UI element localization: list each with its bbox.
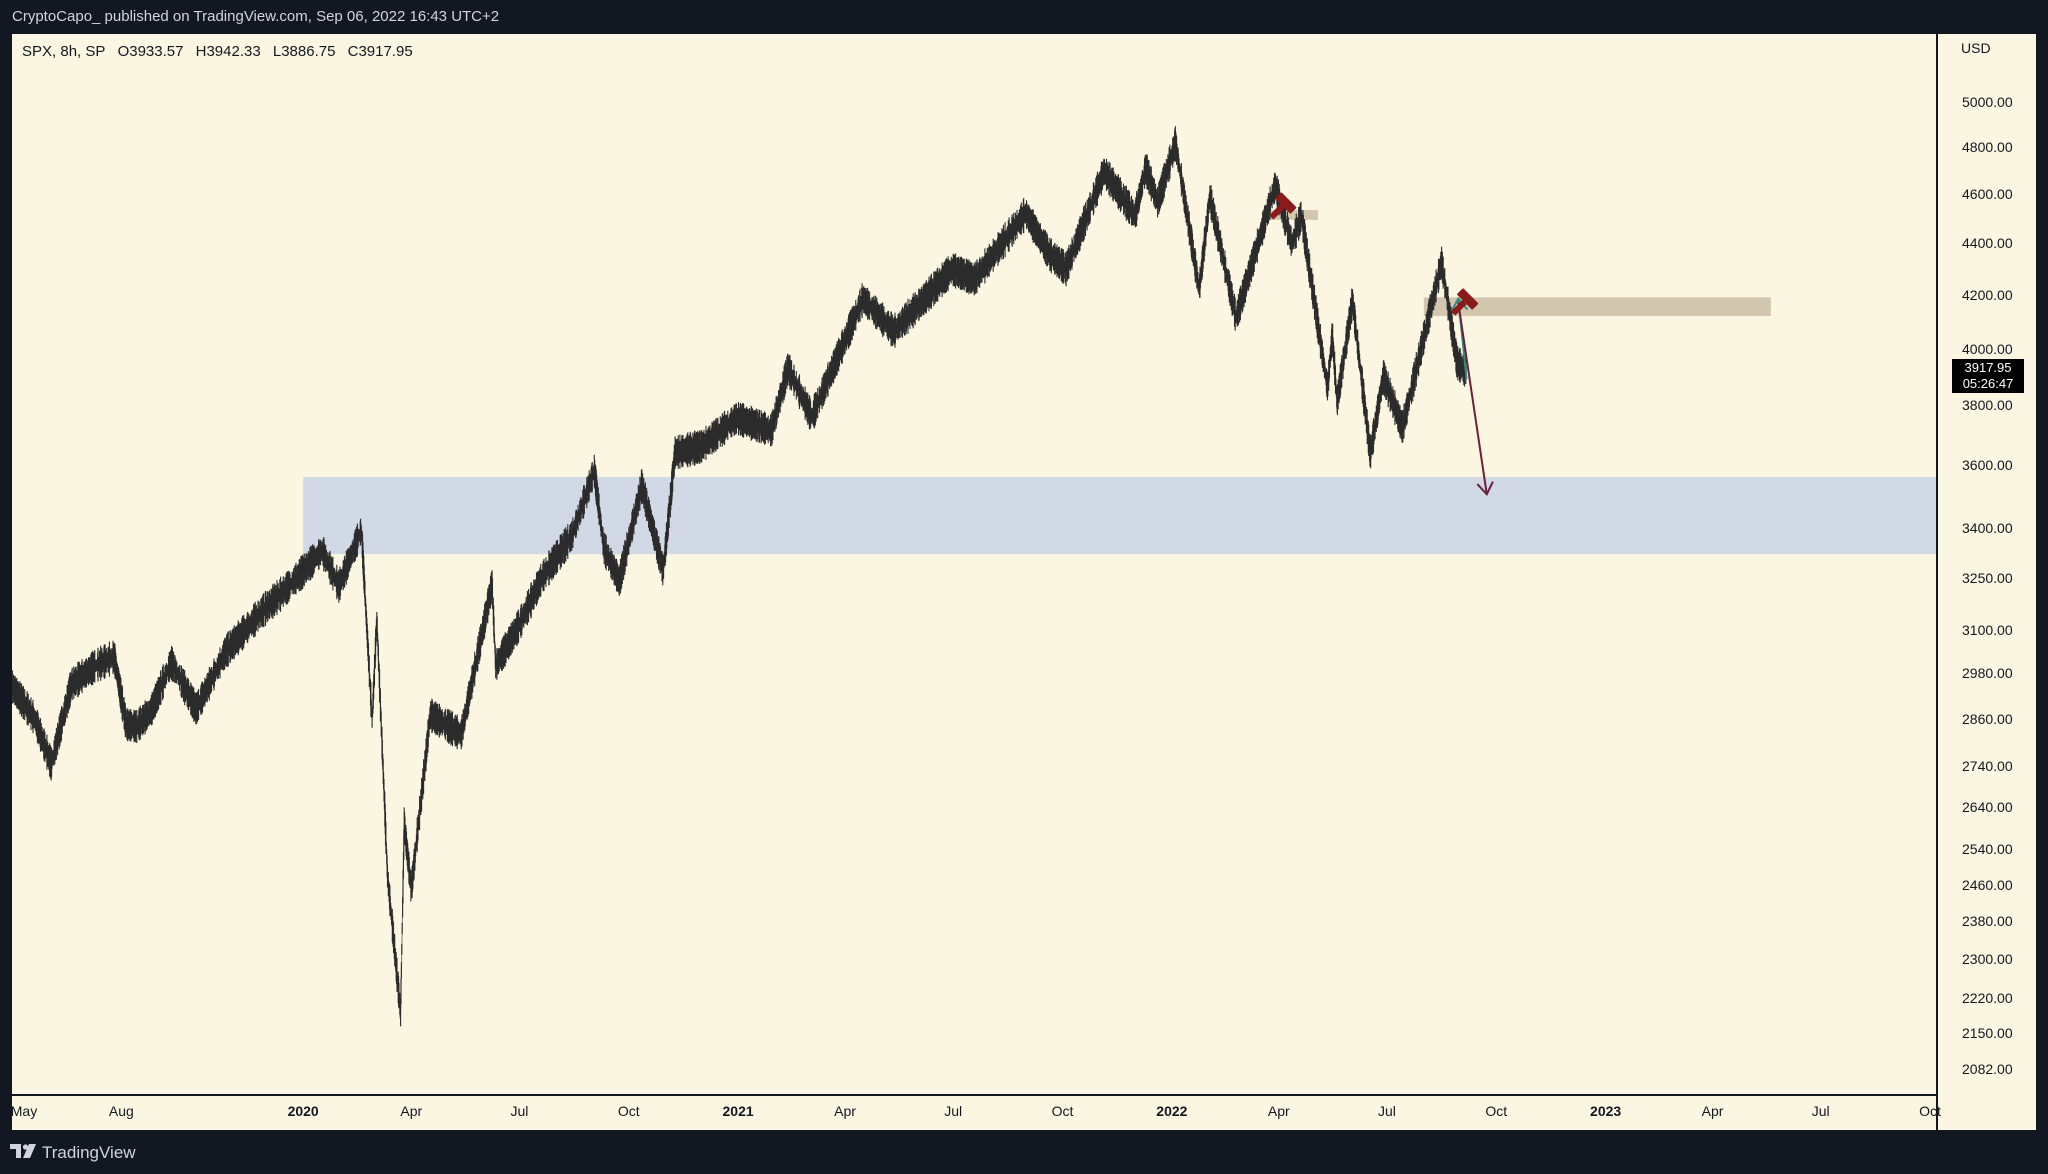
last-price-badge: 3917.95 05:26:47 — [1952, 359, 2024, 393]
price-chart[interactable] — [12, 34, 1936, 1094]
low-value: L3886.75 — [272, 43, 336, 60]
price-tick-label: 3800.00 — [1962, 397, 2013, 414]
price-tick-label: 2082.00 — [1962, 1060, 2013, 1077]
candles-series — [12, 126, 1467, 1027]
price-tick-label: 3600.00 — [1962, 456, 2013, 473]
time-tick-label: Aug — [108, 1103, 134, 1119]
resistance-apr-2022-zone — [1266, 210, 1319, 220]
price-axis-divider — [1936, 34, 1938, 1130]
price-tick-label: 5000.00 — [1962, 94, 2013, 111]
price-tick-label: 2300.00 — [1962, 950, 2013, 967]
bar-countdown: 05:26:47 — [1962, 376, 2014, 391]
ohlc-legend: SPX, 8h, SP O3933.57 H3942.33 L3886.75 C… — [22, 43, 421, 60]
time-tick-label: 2022 — [1156, 1103, 1188, 1119]
price-tick-label: 2220.00 — [1962, 990, 2013, 1007]
price-tick-label: 3100.00 — [1962, 621, 2013, 638]
resistance-2022-zone — [1423, 297, 1771, 316]
time-tick-label: Jul — [1378, 1103, 1396, 1119]
time-tick-label: Apr — [834, 1103, 856, 1119]
price-tick-label: 4400.00 — [1962, 235, 2013, 252]
support-zone — [303, 477, 1936, 555]
price-tick-label: 4200.00 — [1962, 286, 2013, 303]
time-axis-divider — [12, 1094, 1936, 1096]
price-path — [12, 143, 1467, 1013]
symbol-label: SPX, 8h, SP — [22, 43, 106, 60]
tradingview-brand[interactable]: TradingView — [42, 1143, 136, 1162]
price-tick-label: 2460.00 — [1962, 876, 2013, 893]
price-tick-label: 2640.00 — [1962, 798, 2013, 815]
price-tick-label: 2860.00 — [1962, 710, 2013, 727]
time-tick-label: Jul — [510, 1103, 529, 1119]
price-tick-label: 3400.00 — [1962, 519, 2013, 536]
time-tick-label: May — [10, 1103, 38, 1119]
footer-bar: TradingView — [0, 1130, 2048, 1174]
price-tick-label: 3250.00 — [1962, 569, 2013, 586]
chart-pane[interactable] — [12, 34, 2036, 1130]
gavel-icon — [1269, 192, 1297, 220]
price-tick-label: 2380.00 — [1962, 913, 2013, 930]
price-tick-label: 2740.00 — [1962, 757, 2013, 774]
gavel-icon — [1451, 288, 1479, 316]
time-tick-label: Oct — [1919, 1103, 1941, 1119]
high-value: H3942.33 — [195, 43, 261, 60]
time-tick-label: Jul — [1811, 1103, 1830, 1119]
close-value: C3917.95 — [347, 43, 413, 60]
time-tick-label: Oct — [1485, 1103, 1508, 1119]
time-tick-label: 2021 — [722, 1103, 754, 1119]
projection-arrowhead — [1476, 481, 1494, 497]
time-tick-label: Oct — [617, 1103, 640, 1119]
last-price: 3917.95 — [1964, 360, 2012, 375]
price-tick-label: 4600.00 — [1962, 186, 2013, 203]
price-tick-label: 2980.00 — [1962, 665, 2013, 682]
attribution-bar: CryptoCapo_ published on TradingView.com… — [0, 0, 2048, 34]
attribution-text: CryptoCapo_ published on TradingView.com… — [12, 8, 500, 25]
time-tick-label: Apr — [1267, 1103, 1290, 1119]
currency-label: USD — [1961, 40, 1991, 56]
tradingview-logo-icon[interactable] — [10, 1142, 40, 1160]
time-tick-label: 2020 — [287, 1103, 319, 1119]
time-tick-label: Apr — [400, 1103, 423, 1119]
time-tick-label: Oct — [1051, 1103, 1074, 1119]
time-tick-label: Jul — [944, 1103, 963, 1119]
time-tick-label: Apr — [1701, 1103, 1724, 1119]
open-value: O3933.57 — [117, 43, 184, 60]
price-tick-label: 4000.00 — [1962, 340, 2013, 357]
price-tick-label: 4800.00 — [1962, 139, 2013, 156]
projection-arrow — [1457, 302, 1488, 495]
price-tick-label: 2150.00 — [1962, 1025, 2013, 1042]
time-tick-label: 2023 — [1590, 1103, 1622, 1119]
price-tick-label: 2540.00 — [1962, 841, 2013, 858]
